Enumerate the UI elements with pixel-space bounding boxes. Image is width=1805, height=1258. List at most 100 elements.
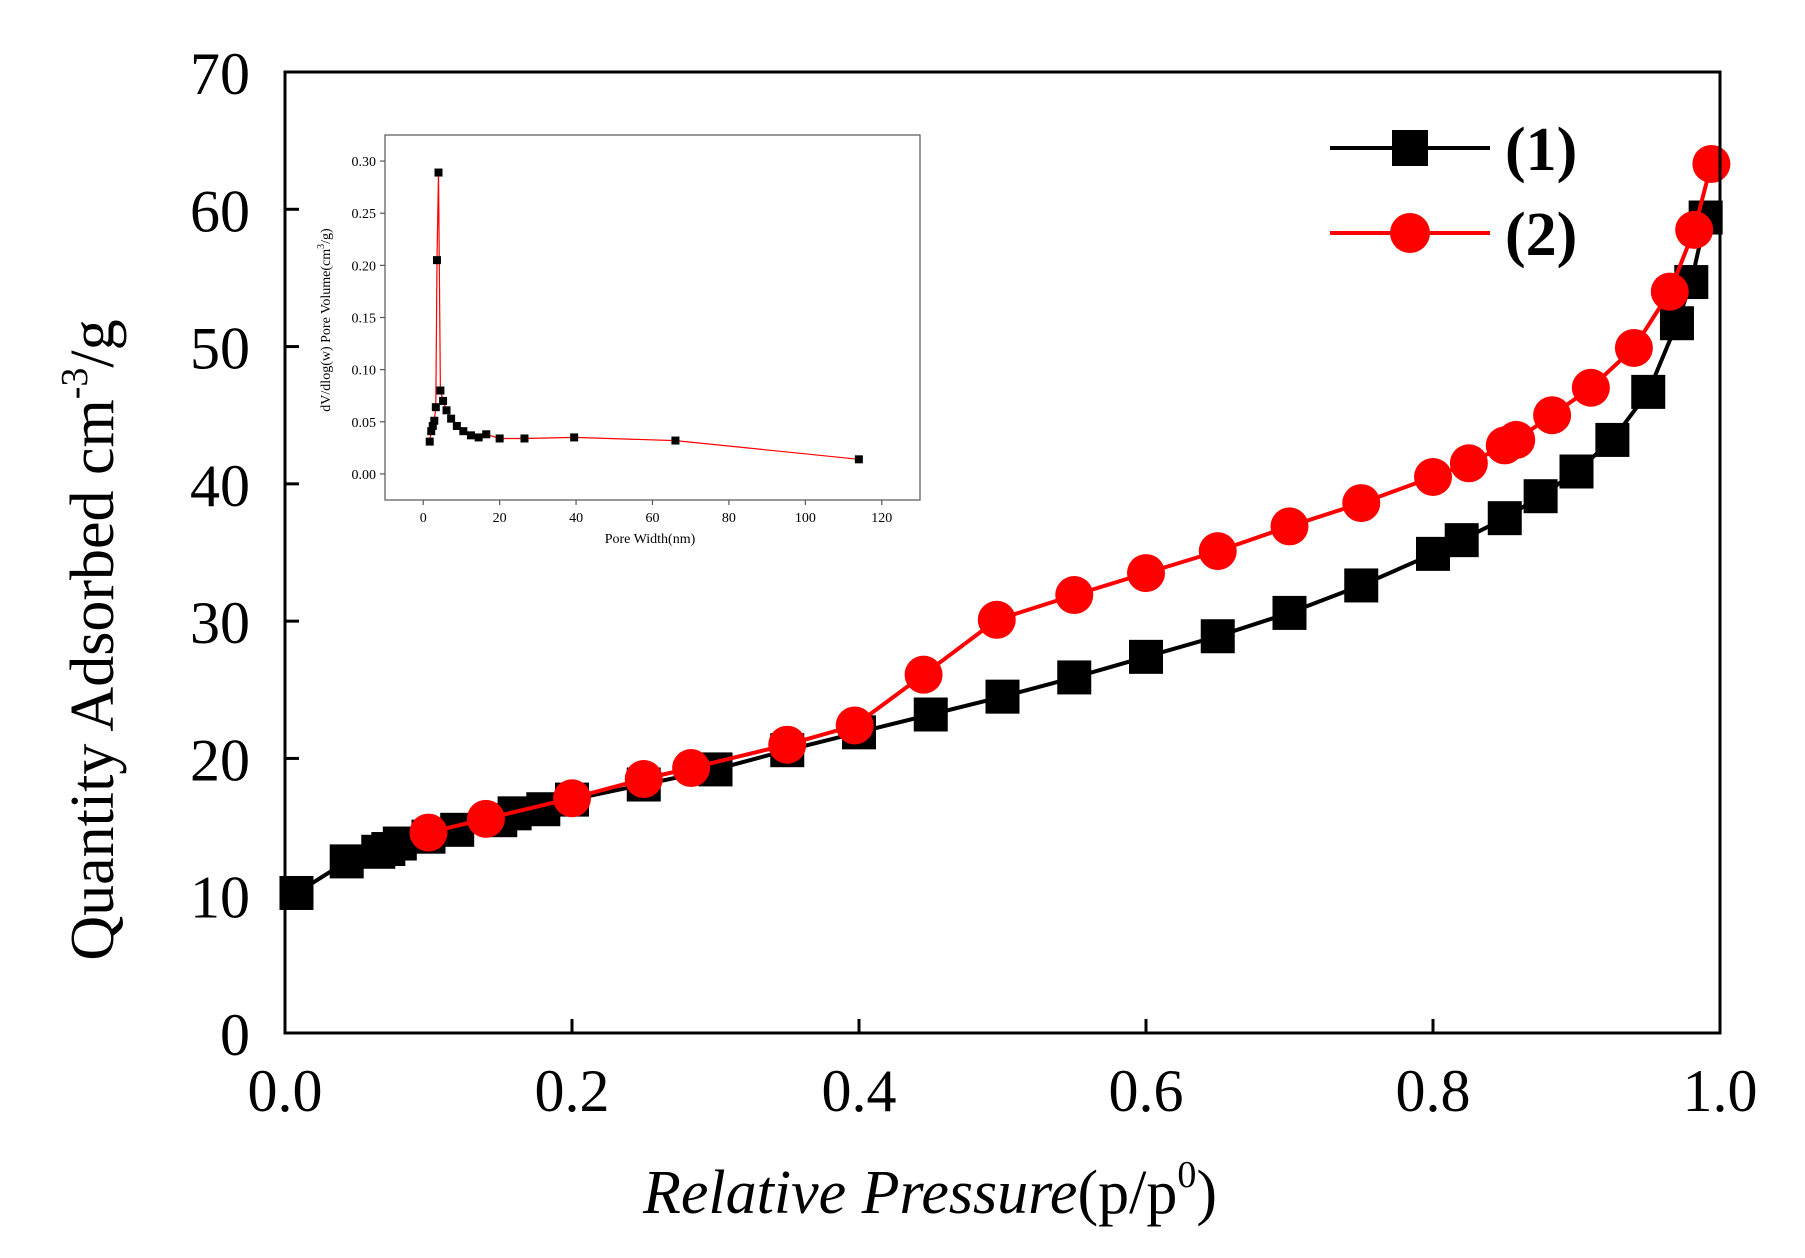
main-y-tick-label: 50 [190, 316, 250, 382]
inset-series-point [425, 437, 434, 446]
legend-label-1: (1) [1505, 116, 1577, 184]
inset-x-tick-label: 0 [420, 511, 427, 526]
series-1-point [1595, 422, 1630, 457]
main-series-layer [279, 144, 1731, 910]
series-2-point [1342, 484, 1381, 523]
main-y-tick-label: 20 [190, 727, 250, 793]
inset-y-tick-label: 0.20 [352, 259, 377, 274]
legend-marker-2 [1390, 213, 1430, 253]
inset-y-tick-label: 0.30 [352, 155, 377, 170]
inset-y-tick-label: 0.25 [352, 207, 377, 222]
series-1-point [1057, 660, 1092, 695]
series-1-point [1272, 595, 1307, 630]
inset-y-tick-label: 0.10 [352, 364, 377, 379]
inset-y-title-tail: /g) [319, 228, 334, 244]
legend-label-2: (2) [1505, 201, 1577, 269]
inset-series-point [431, 403, 440, 412]
y-axis-title-tail: /g [59, 319, 127, 367]
inset-series-point [436, 386, 445, 395]
inset-y-tick-label: 0.05 [352, 416, 377, 431]
inset-series-point [434, 168, 443, 177]
series-1-point [1523, 479, 1558, 514]
inset-axes-ticks [380, 160, 883, 505]
inset-plot-frame [384, 134, 921, 501]
y-axis-title-main: Quantity Adsorbed cm [59, 399, 127, 960]
series-2-point [1650, 272, 1689, 311]
series-2-point [977, 600, 1016, 639]
series-2-point [1127, 554, 1165, 593]
inset-x-tick-label: 80 [722, 511, 736, 526]
series-1-point [1129, 639, 1163, 674]
series-2-point [1449, 444, 1488, 483]
inset-x-tick-label: 100 [795, 511, 816, 526]
series-1-point [1631, 374, 1666, 409]
inset-series-layer [425, 168, 863, 464]
y-axis-title-superscript: -3 [54, 368, 96, 400]
main-x-tick-label: 0.6 [1109, 1058, 1184, 1124]
main-y-tick-label: 60 [190, 178, 250, 244]
inset-series-point [439, 396, 448, 405]
inset-x-tick-label: 40 [569, 511, 583, 526]
series-2-point [835, 706, 874, 745]
series-2-point [466, 799, 505, 838]
inset-series-point [482, 430, 491, 439]
inset-y-title-superscript: 3 [316, 244, 327, 249]
series-1-point [1344, 568, 1379, 603]
series-1-point [1487, 501, 1522, 536]
series-1-point [1559, 454, 1594, 489]
series-2-point [1614, 328, 1653, 367]
inset-series-point [459, 427, 468, 436]
inset-series-point [452, 421, 461, 430]
series-2-point [1055, 576, 1094, 615]
main-y-axis-title: Quantity Adsorbed cm-3/g [54, 319, 127, 960]
main-y-tick-label: 10 [190, 865, 250, 931]
main-x-tick-label: 1.0 [1683, 1058, 1758, 1124]
inset-series-point [520, 434, 529, 443]
x-axis-title-close: ) [1196, 1159, 1217, 1227]
inset-x-tick-label: 120 [871, 511, 892, 526]
series-2-point [409, 813, 448, 852]
series-1-point [985, 679, 1020, 714]
inset-series-point [430, 416, 439, 425]
inset-x-tick-label: 60 [646, 511, 660, 526]
series-2-point [1675, 210, 1714, 249]
inset-series-point [474, 433, 483, 442]
x-axis-title-superscript: 0 [1177, 1154, 1196, 1196]
inset-series-point [447, 414, 456, 423]
x-axis-title-italic: Relative Pressure [642, 1159, 1077, 1227]
inset-y-tick-label: 0.15 [352, 312, 377, 327]
inset-series-point [854, 455, 863, 464]
inset-series-point [466, 431, 475, 440]
main-x-tick-label: 0.4 [822, 1058, 897, 1124]
inset-series-point [671, 436, 680, 445]
series-1-point [913, 697, 948, 732]
main-x-tick-label: 0.0 [248, 1058, 323, 1124]
series-2-point [1198, 532, 1237, 571]
series-2-point [624, 760, 663, 799]
series-2-point [1533, 396, 1572, 435]
x-axis-title-unit: (p/p [1077, 1159, 1177, 1227]
series-1-point [1444, 523, 1479, 558]
series-2-point [672, 749, 711, 788]
main-y-tick-label: 70 [190, 41, 250, 107]
inset-y-tick-label: 0.00 [352, 468, 377, 483]
inset-series-point [427, 427, 436, 436]
main-y-tick-label: 0 [220, 1002, 250, 1068]
inset-y-title-main: dV/dlog(w) Pore Volume(cm [319, 249, 334, 412]
inset-background [385, 135, 920, 500]
inset-y-axis-title: dV/dlog(w) Pore Volume(cm3/g) [316, 228, 334, 412]
main-x-tick-label: 0.8 [1396, 1058, 1471, 1124]
inset-series-point [495, 434, 504, 443]
inset-x-tick-label: 20 [493, 511, 507, 526]
inset-series-point [432, 256, 441, 265]
inset-series-point [442, 406, 451, 415]
series-1-point [1200, 619, 1235, 654]
series-1-point [329, 844, 364, 879]
series-1-point [1416, 536, 1450, 571]
series-2-point [1571, 368, 1610, 407]
legend-marker-1 [1392, 130, 1428, 166]
series-2-point [553, 779, 591, 818]
inset-tick-labels: 0 20 40 60 80 100 120 0.00 0.05 0.10 0.15 0.20 0.25 0… [352, 155, 893, 526]
series-2-point [768, 725, 807, 764]
